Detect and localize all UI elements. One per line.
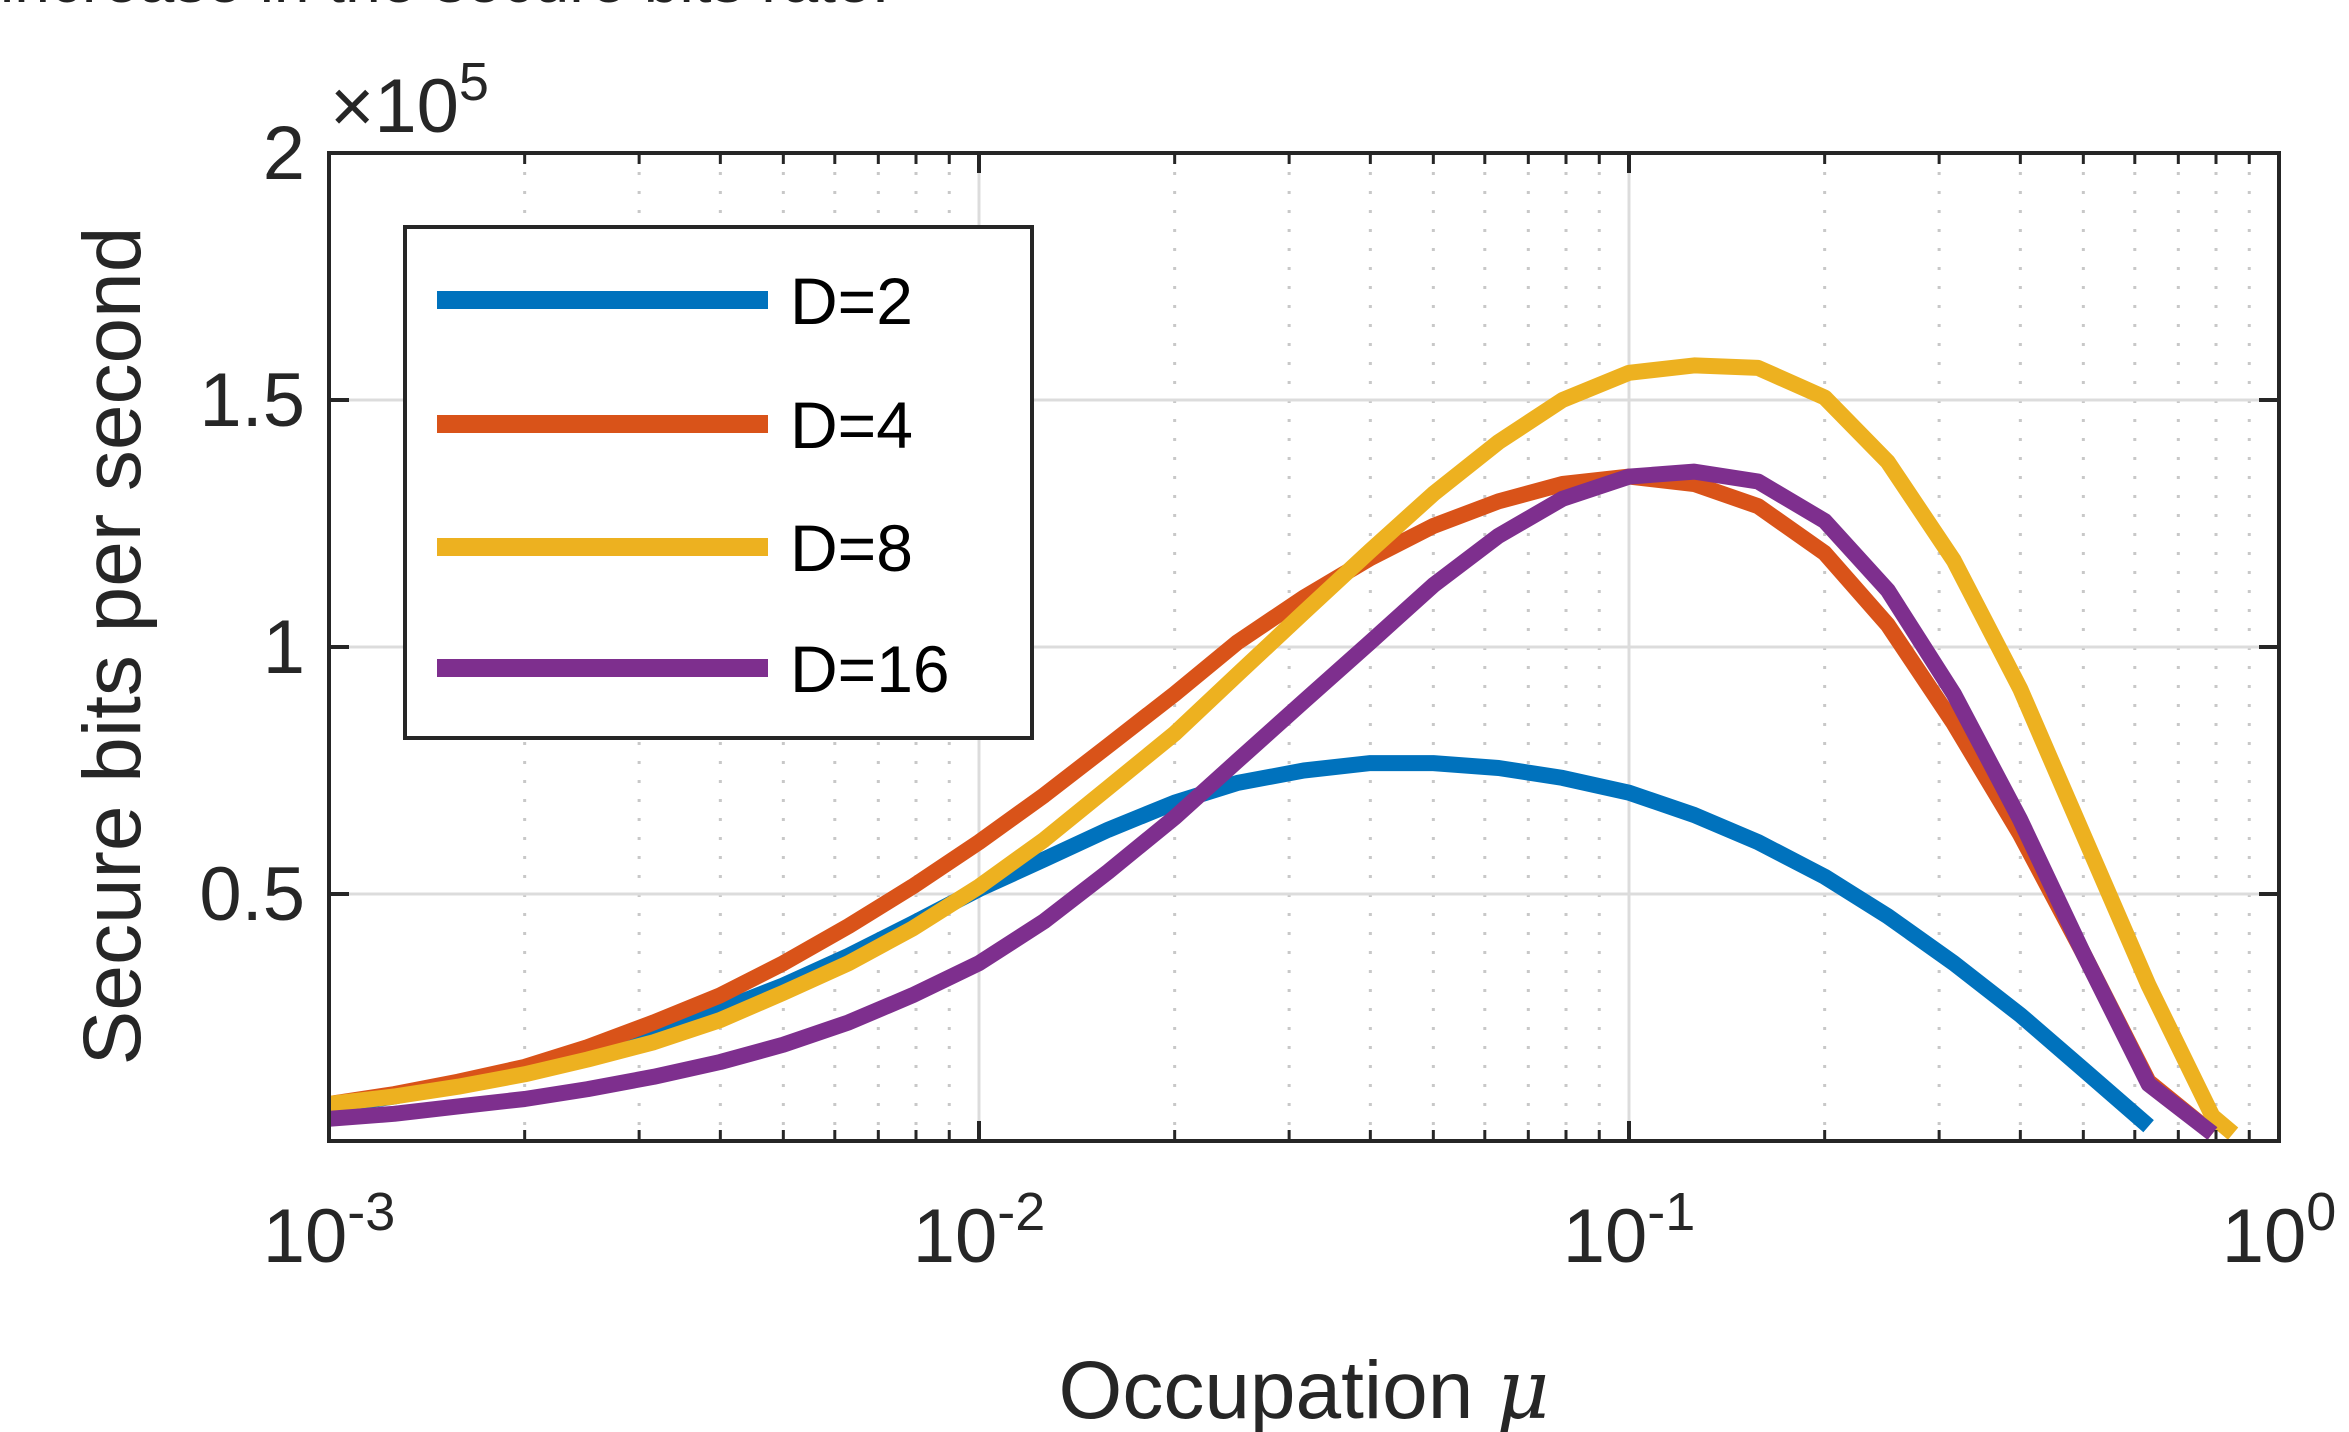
legend-box <box>403 225 1034 740</box>
x-tick-label: 100 <box>2222 1182 2337 1279</box>
caption-fragment: increase in the secure bits rate. <box>0 0 889 16</box>
y-tick-label: 2 <box>263 111 305 196</box>
x-tick-base: 10 <box>1563 1194 1648 1279</box>
y-tick-label: 1.5 <box>199 358 305 443</box>
series-line-1 <box>327 755 2154 1133</box>
x-axis-symbol: μ <box>1496 1343 1549 1432</box>
series-line-3 <box>328 357 2239 1140</box>
x-tick-label: 10-2 <box>913 1182 1046 1279</box>
y-axis-title: Secure bits per second <box>67 227 158 1066</box>
legend-label-3: D=8 <box>790 511 913 585</box>
y-multiplier-base: ×10 <box>330 64 459 149</box>
y-tick-labels: 0.5 1 1.5 2 <box>199 111 305 937</box>
y-multiplier-exponent: 5 <box>459 52 489 112</box>
x-tick-label: 10-1 <box>1563 1182 1696 1279</box>
x-tick-base: 10 <box>263 1194 348 1279</box>
x-tick-exponent: -1 <box>1647 1182 1695 1242</box>
x-axis-title-space <box>1473 1345 1496 1432</box>
legend-label-1: D=2 <box>790 264 913 338</box>
legend-label-4: D=16 <box>790 632 950 706</box>
x-axis-title: Occupation μ <box>1059 1343 1550 1432</box>
series-line-2 <box>327 468 2218 1140</box>
legend: D=2 D=4 D=8 D=16 <box>403 225 1034 740</box>
x-axis-title-text: Occupation <box>1059 1345 1474 1432</box>
tick-marks <box>327 151 2281 1141</box>
x-tick-exponent: -3 <box>347 1182 395 1242</box>
series-line-4 <box>328 463 2218 1140</box>
y-multiplier: ×105 <box>330 52 489 149</box>
x-tick-exponent: 0 <box>2306 1182 2336 1242</box>
y-tick-label: 1 <box>263 605 305 690</box>
x-tick-exponent: -2 <box>997 1182 1045 1242</box>
x-tick-label: 10-3 <box>263 1182 396 1279</box>
legend-label-2: D=4 <box>790 388 913 462</box>
x-tick-labels: 10-3 10-2 10-1 100 <box>263 1182 2337 1279</box>
y-tick-label: 0.5 <box>199 852 305 937</box>
series-layer <box>327 357 2239 1140</box>
x-tick-base: 10 <box>913 1194 998 1279</box>
x-tick-base: 10 <box>2222 1194 2307 1279</box>
